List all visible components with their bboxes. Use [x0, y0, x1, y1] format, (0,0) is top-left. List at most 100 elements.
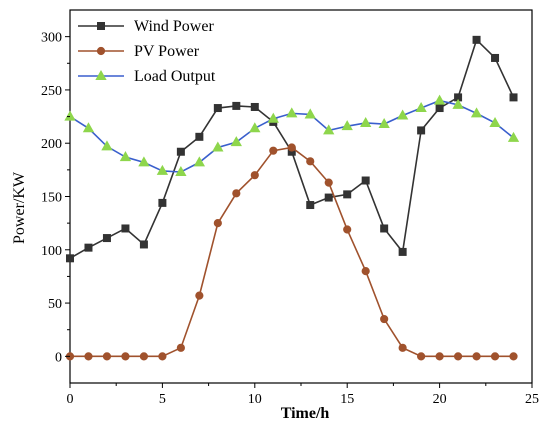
data-point: [139, 352, 149, 361]
series-load-output: [64, 94, 520, 176]
x-tick-label: 25: [525, 392, 539, 407]
data-point: [398, 247, 407, 256]
data-point: [156, 164, 169, 175]
data-point: [175, 165, 187, 176]
data-point: [491, 53, 500, 62]
series-wind-power: [66, 35, 518, 263]
data-point: [343, 225, 352, 234]
data-point: [435, 104, 444, 113]
plot-border: [69, 9, 533, 384]
series-layer: [64, 35, 520, 361]
data-point: [102, 234, 111, 243]
data-point: [360, 116, 372, 127]
data-point: [472, 35, 481, 44]
data-point: [433, 94, 446, 105]
legend-label: PV Power: [134, 43, 200, 60]
data-point: [121, 224, 130, 233]
data-point: [84, 352, 93, 361]
data-point: [380, 224, 389, 233]
data-point: [507, 131, 520, 142]
data-point: [489, 116, 501, 127]
data-point: [250, 102, 259, 111]
data-point: [306, 201, 315, 210]
data-point: [139, 240, 148, 249]
data-point: [417, 352, 426, 361]
series-line: [70, 146, 514, 358]
data-point: [176, 147, 185, 156]
data-point: [343, 190, 352, 199]
data-point: [361, 176, 370, 185]
data-point: [361, 267, 370, 276]
data-point: [435, 352, 444, 361]
data-point: [323, 124, 335, 135]
legend-item: Wind Power: [78, 18, 214, 35]
data-point: [453, 352, 463, 361]
legend-item: Load Output: [78, 68, 216, 85]
data-point: [304, 108, 316, 119]
x-axis-title: Time/h: [281, 405, 330, 422]
data-point: [230, 136, 242, 147]
y-tick-label: 200: [41, 137, 62, 152]
series-pv-power: [65, 143, 518, 361]
legend-marker: [95, 69, 107, 80]
data-point: [119, 151, 132, 162]
data-point: [267, 112, 279, 123]
data-point: [398, 343, 407, 352]
legend: Wind Power PV Power Load Output: [78, 18, 216, 85]
data-point: [232, 189, 241, 198]
data-point: [84, 243, 93, 252]
y-tick-label: 250: [41, 84, 62, 99]
data-point: [470, 107, 483, 118]
y-axis-title: Power/KW: [11, 171, 28, 244]
data-point: [378, 118, 390, 129]
data-point: [396, 109, 409, 120]
data-point: [64, 110, 76, 121]
legend-label: Load Output: [134, 68, 216, 85]
y-tick-label: 0: [55, 350, 62, 365]
data-point: [287, 143, 296, 152]
data-point: [306, 157, 315, 166]
x-tick-label: 20: [433, 392, 447, 407]
data-point: [158, 198, 167, 207]
data-point: [324, 178, 333, 187]
data-point: [101, 140, 113, 151]
data-point: [121, 352, 130, 361]
plot-frame: [69, 9, 533, 384]
data-point: [472, 352, 481, 361]
data-point: [102, 352, 112, 361]
data-point: [417, 126, 426, 135]
data-point: [195, 291, 204, 300]
data-point: [509, 93, 518, 102]
data-point: [341, 120, 353, 131]
legend-item: PV Power: [78, 43, 200, 60]
data-point: [195, 132, 204, 141]
legend-marker: [97, 22, 105, 30]
data-point: [249, 122, 261, 133]
data-point: [452, 98, 464, 109]
y-tick-label: 300: [41, 31, 62, 46]
data-point: [138, 156, 150, 167]
x-tick-label: 0: [67, 392, 74, 407]
legend-marker: [96, 46, 106, 56]
data-point: [380, 314, 389, 324]
data-point: [415, 102, 427, 113]
data-point: [213, 104, 222, 113]
y-tick-label: 150: [41, 191, 62, 206]
x-tick-label: 10: [248, 392, 262, 407]
data-point: [176, 343, 185, 352]
y-tick-label: 100: [41, 244, 62, 259]
data-point: [66, 254, 74, 263]
data-point: [213, 219, 222, 228]
data-point: [193, 156, 206, 167]
x-tick-label: 5: [159, 392, 166, 407]
data-point: [232, 101, 241, 110]
data-point: [250, 171, 259, 180]
data-point: [158, 352, 167, 361]
data-point: [212, 141, 224, 152]
data-point: [286, 107, 298, 118]
x-tick-label: 15: [340, 392, 354, 407]
data-point: [509, 352, 518, 361]
data-point: [82, 122, 95, 133]
